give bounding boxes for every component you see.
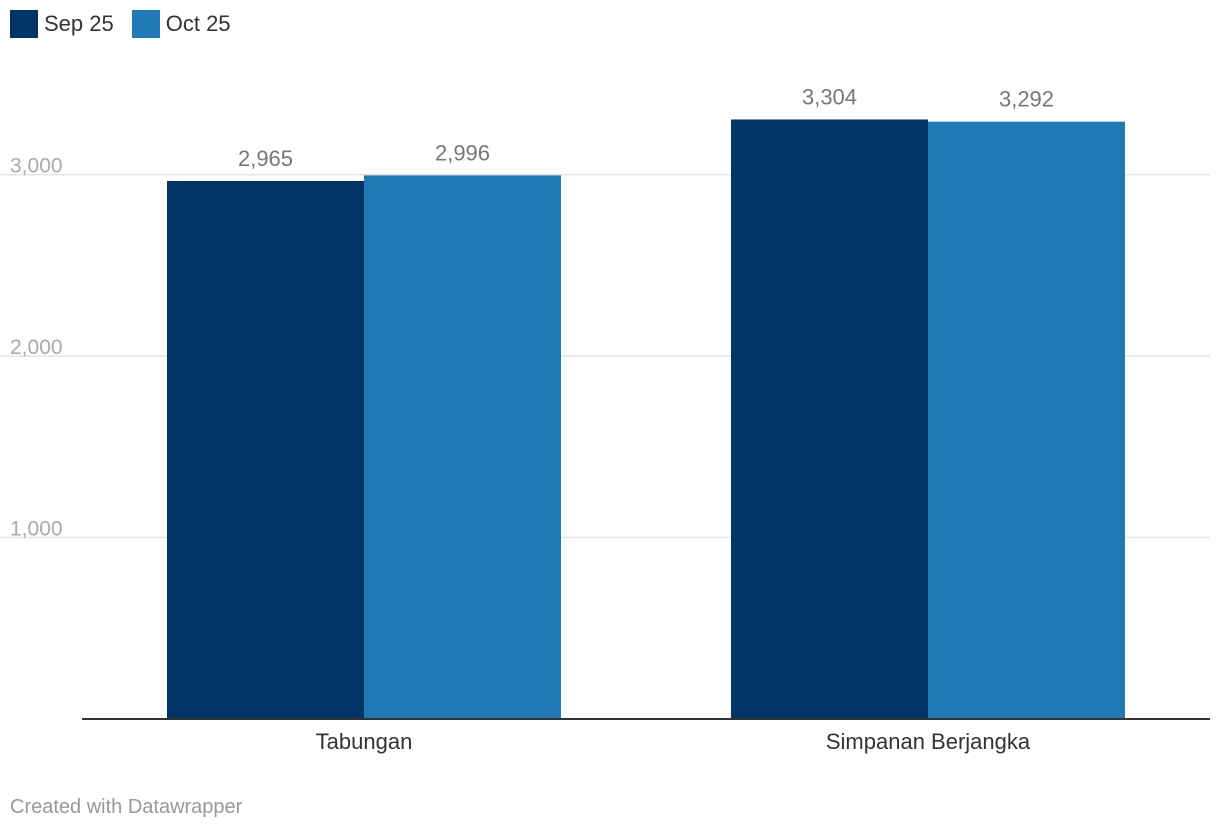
data-label-simpanan-berjangka-oct-25: 3,292	[999, 87, 1054, 112]
y-tick-label-2000: 2,000	[10, 336, 63, 359]
x-category-label-tabungan: Tabungan	[316, 729, 413, 754]
bar-tabungan-sep-25	[167, 181, 364, 720]
y-tick-label-3000: 3,000	[10, 155, 63, 178]
bar-simpanan-berjangka-oct-25	[928, 121, 1125, 719]
legend: Sep 25 Oct 25	[10, 10, 249, 38]
data-label-tabungan-oct-25: 2,996	[435, 140, 490, 165]
bar-tabungan-oct-25	[364, 175, 561, 719]
legend-swatch-oct-25	[131, 10, 160, 38]
data-label-simpanan-berjangka-sep-25: 3,304	[802, 84, 857, 109]
legend-label-sep-25: Sep 25	[44, 11, 114, 36]
bar-chart: 1,000 2,000 3,000 2,965 2,996 Tabungan 3,304 3,…	[0, 84, 1210, 754]
legend-swatch-sep-25	[10, 10, 38, 38]
data-label-tabungan-sep-25: 2,965	[238, 146, 293, 171]
y-tick-label-1000: 1,000	[10, 518, 63, 541]
legend-item-sep-25: Sep 25	[10, 10, 114, 38]
legend-item-oct-25: Oct 25	[131, 10, 231, 38]
datawrapper-credit: Created with Datawrapper	[10, 796, 243, 818]
legend-label-oct-25: Oct 25	[165, 11, 231, 36]
x-category-label-simpanan-berjangka: Simpanan Berjangka	[826, 729, 1031, 754]
bar-simpanan-berjangka-sep-25	[731, 119, 928, 719]
